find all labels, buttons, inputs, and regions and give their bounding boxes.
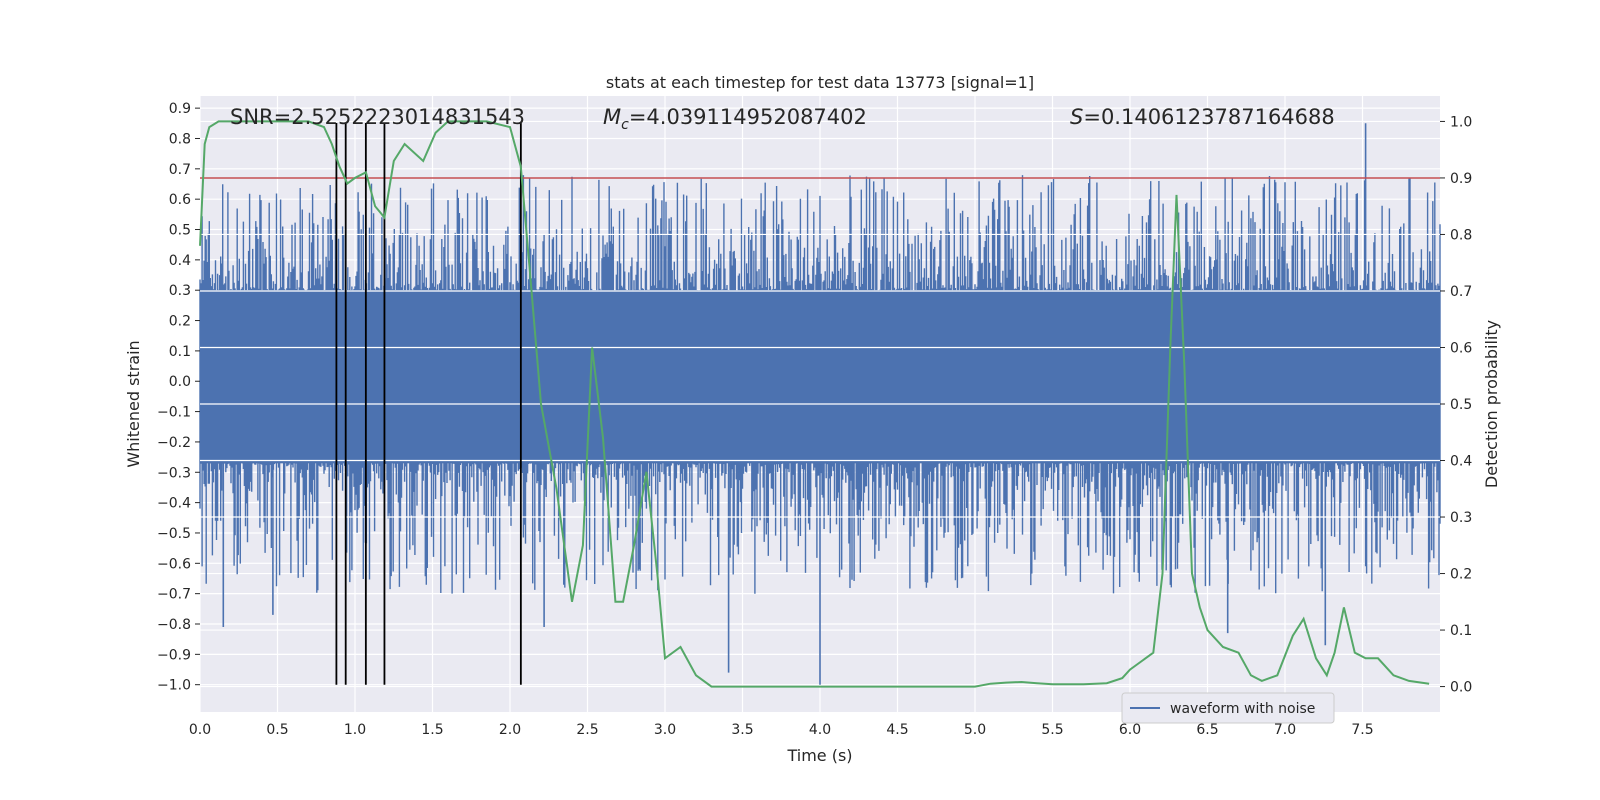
s-annotation: S=0.1406123787164688 [1070,105,1335,129]
y-tick-label: −0.3 [157,465,191,481]
y2-tick-label: 0.7 [1450,284,1472,300]
y-tick-label: 0.1 [169,344,191,360]
y-tick-label: −0.7 [157,587,191,603]
chirp-mass-value: =4.039114952087402 [629,105,867,129]
y-tick-label: 0.2 [169,314,191,330]
x-tick-label: 1.5 [421,722,443,738]
x-tick-label: 3.5 [731,722,753,738]
x-tick-label: 0.0 [189,722,211,738]
y2-tick-label: 0.5 [1450,397,1472,413]
y2-tick-label: 0.1 [1450,623,1472,639]
y-tick-label: 0.7 [169,162,191,178]
x-tick-label: 4.0 [809,722,831,738]
x-axis-ticks: 0.0 0.5 1.0 1.5 2.0 2.5 3.0 3.5 4.0 4.5 5.0 5.5 6.0 6… [189,722,1374,738]
y2-tick-label: 0.6 [1450,340,1472,356]
y-tick-label: 0.4 [169,253,191,269]
detection-probability-line [199,120,1430,688]
y-tick-label: −0.4 [157,496,191,512]
chirp-mass-subscript: c [621,117,629,133]
snr-annotation: SNR=2.5252223014831543 [230,105,525,129]
chart-title: stats at each timestep for test data 137… [606,73,1034,92]
x-tick-label: 4.5 [886,722,908,738]
legend: waveform with noise [1121,692,1335,724]
y-tick-label: 0.5 [169,223,191,239]
y2-tick-label: 0.8 [1450,227,1472,243]
y-tick-label: 0.0 [169,374,191,390]
y-tick-label: −0.8 [157,617,191,633]
y-tick-label: −0.5 [157,526,191,542]
x-tick-label: 3.0 [654,722,676,738]
y-tick-label: 0.6 [169,192,191,208]
y-tick-label: −0.6 [157,556,191,572]
x-tick-label: 6.0 [1119,722,1141,738]
y2-axis-ticks: 0.0 0.1 0.2 0.3 0.4 0.5 0.6 0.7 0.8 0.9 1.0 [1440,114,1472,696]
s-value: =0.1406123787164688 [1083,105,1334,129]
y2-tick-label: 0.3 [1450,510,1472,526]
x-tick-label: 2.5 [576,722,598,738]
waveform-series [199,123,1441,685]
x-tick-label: 1.0 [344,722,366,738]
waveform-spikes [222,123,1367,685]
y-tick-label: 0.3 [169,283,191,299]
y2-tick-label: 0.4 [1450,454,1472,470]
y2-tick-label: 1.0 [1450,114,1472,130]
chirp-mass-annotation: Mc=4.039114952087402 [603,105,867,133]
y-tick-label: −0.9 [157,647,191,663]
x-tick-label: 6.5 [1196,722,1218,738]
y-tick-label: 0.9 [169,101,191,117]
y2-tick-label: 0.0 [1450,680,1472,696]
x-tick-label: 5.0 [964,722,986,738]
y-axis-label: Whitened strain [124,340,143,467]
y-axis-ticks: 0.9 0.8 0.7 0.6 0.5 0.4 0.3 0.2 0.1 0.0 −0.1 −0.2 −0… [157,101,200,694]
y2-axis-label: Detection probability [1482,320,1501,488]
legend-label: waveform with noise [1170,701,1315,717]
x-tick-label: 0.5 [266,722,288,738]
y-tick-label: 0.8 [169,131,191,147]
y-tick-label: −0.2 [157,435,191,451]
chirp-mass-symbol: M [603,105,621,129]
x-tick-label: 5.5 [1041,722,1063,738]
x-axis-label: Time (s) [786,746,852,765]
x-tick-label: 7.0 [1274,722,1296,738]
y-tick-label: −1.0 [157,678,191,694]
s-symbol: S [1070,105,1083,129]
legend-box [1121,692,1335,724]
x-tick-label: 2.0 [499,722,521,738]
y2-tick-label: 0.2 [1450,567,1472,583]
x-tick-label: 7.5 [1351,722,1373,738]
y2-tick-label: 0.9 [1450,171,1472,187]
y-tick-label: −0.1 [157,405,191,421]
